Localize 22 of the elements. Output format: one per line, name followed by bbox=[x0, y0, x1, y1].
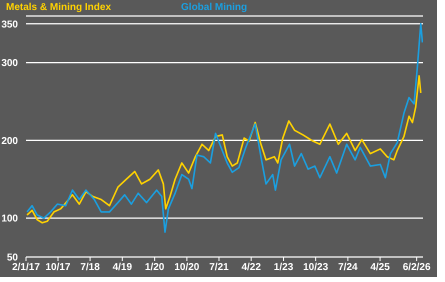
x-tick-label: 10/20 bbox=[174, 262, 200, 274]
x-tick-label: 4/22 bbox=[241, 262, 262, 274]
x-tick-label: 1/23 bbox=[274, 262, 294, 274]
line-series bbox=[26, 22, 423, 233]
y-tick-label: 350 bbox=[1, 19, 18, 30]
y-tick-label: 100 bbox=[1, 214, 18, 225]
line-series bbox=[26, 75, 422, 224]
x-tick-label: 10/23 bbox=[303, 262, 329, 274]
x-tick-label: 10/17 bbox=[45, 262, 71, 274]
text: Global Mining bbox=[181, 2, 248, 13]
y-tick-label: 200 bbox=[1, 136, 18, 147]
x-tick-label: 7/21 bbox=[209, 262, 230, 274]
x-tick-label: 6/2/26 bbox=[402, 262, 431, 274]
x-tick-label: 7/18 bbox=[80, 262, 100, 274]
y-tick-label: 300 bbox=[1, 58, 18, 70]
text: Metals & Mining Index bbox=[6, 2, 112, 13]
x-tick-label: 2/1/17 bbox=[12, 262, 40, 274]
x-tick-label: 4/25 bbox=[370, 262, 390, 274]
y-tick-label: 50 bbox=[6, 252, 18, 264]
x-tick-label: 1/20 bbox=[144, 262, 165, 274]
x-tick-label: 4/19 bbox=[112, 262, 132, 274]
x-tick-label: 7/24 bbox=[338, 262, 358, 274]
